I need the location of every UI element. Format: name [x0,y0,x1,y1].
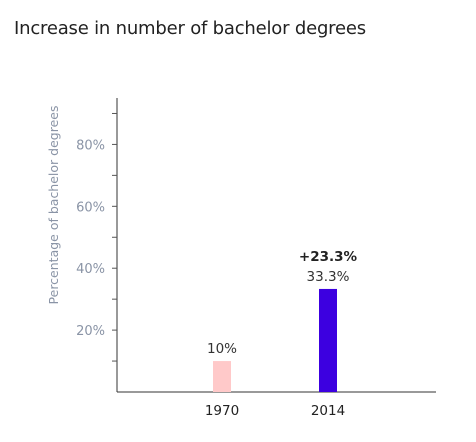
x-tick-label: 1970 [205,403,239,419]
y-tick-label: 80% [76,138,105,153]
bar-2014 [319,288,337,392]
bar-1970 [213,361,231,392]
x-tick-label: 2014 [311,403,345,419]
increase-annotation: +23.3% [299,249,358,265]
data-label: 10% [207,341,237,357]
y-tick-label: 40% [76,262,105,277]
y-axis-label: Percentage of bachelor degrees [46,106,61,305]
y-tick-label: 60% [76,200,105,215]
chart-title: Increase in number of bachelor degrees [14,18,366,39]
y-tick-label: 20% [76,324,105,339]
data-label: 33.3% [307,269,350,285]
